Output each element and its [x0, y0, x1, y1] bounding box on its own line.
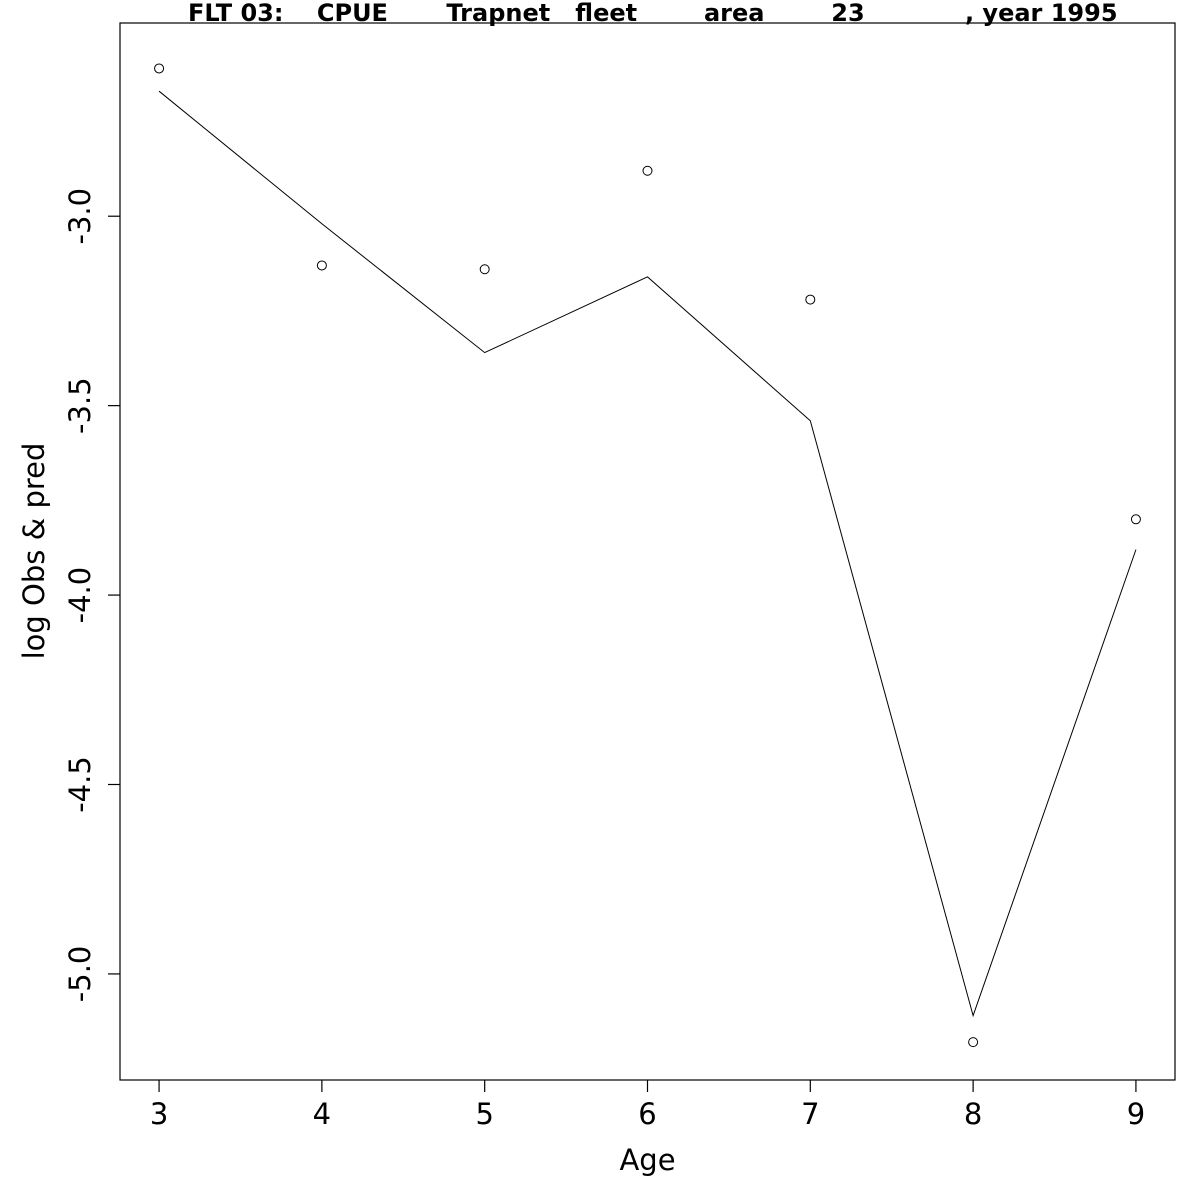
observed-point [154, 63, 165, 74]
predicted-line [158, 90, 1137, 1018]
x-tick-label: 3 [150, 1097, 168, 1131]
y-tick-label: -4.5 [63, 756, 97, 813]
x-tick-label: 8 [964, 1097, 982, 1131]
x-tick-label: 9 [1127, 1097, 1145, 1131]
observed-point [316, 260, 327, 271]
x-tick-label: 6 [638, 1097, 656, 1131]
y-tick-label: -4.0 [63, 567, 97, 624]
observed-point [805, 294, 816, 305]
x-tick-label: 5 [475, 1097, 493, 1131]
x-axis: 3 4 5 6 7 8 9 [150, 1080, 1145, 1131]
y-tick-label: -3.5 [63, 377, 97, 434]
observed-point [968, 1037, 979, 1048]
observed-point [479, 264, 490, 275]
plot-frame [119, 22, 1176, 1081]
y-axis: -3.0 -3.5 -4.0 -4.5 -5.0 [63, 188, 120, 1002]
y-tick-label: -3.0 [63, 188, 97, 245]
series-layer [154, 63, 1141, 1048]
x-axis-label: Age [619, 1143, 675, 1177]
observed-point [1130, 514, 1141, 525]
y-tick-label: -5.0 [63, 946, 97, 1003]
observed-point [642, 165, 653, 176]
x-tick-label: 4 [313, 1097, 331, 1131]
y-axis-label: log Obs & pred [17, 443, 51, 660]
x-tick-label: 7 [801, 1097, 819, 1131]
